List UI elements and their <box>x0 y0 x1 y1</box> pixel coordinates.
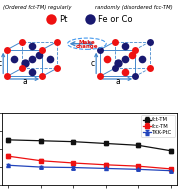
Text: change: change <box>76 44 98 49</box>
Text: Fe or Co: Fe or Co <box>98 15 133 24</box>
Text: (Ordered fct-TM) regularly: (Ordered fct-TM) regularly <box>3 5 71 10</box>
Text: Make: Make <box>79 40 95 45</box>
Text: a: a <box>115 77 120 86</box>
Text: c: c <box>91 59 95 67</box>
Text: randomly (disordered fcc-TM): randomly (disordered fcc-TM) <box>95 5 172 10</box>
Legend: fct-TM, fcc-TM, TKK-PtC: fct-TM, fcc-TM, TKK-PtC <box>141 115 175 137</box>
Text: Pt: Pt <box>59 15 67 24</box>
Text: c: c <box>0 59 2 67</box>
Text: a: a <box>22 77 27 86</box>
